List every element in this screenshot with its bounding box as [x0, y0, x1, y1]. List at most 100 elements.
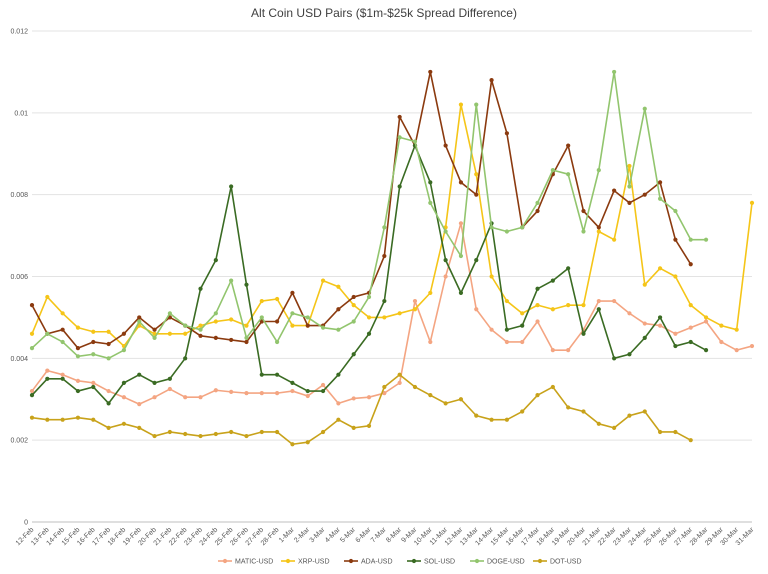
- data-point: [366, 294, 372, 300]
- x-tick-label: 4-Mar: [324, 526, 342, 544]
- legend-label: SOL-USD: [424, 559, 455, 566]
- series-dot-usd: [29, 372, 693, 447]
- data-point: [351, 303, 356, 308]
- data-point: [504, 298, 509, 304]
- data-point: [336, 307, 341, 312]
- data-point: [703, 319, 709, 324]
- data-point: [336, 401, 341, 406]
- data-point: [504, 417, 509, 422]
- data-point: [167, 376, 172, 381]
- data-point: [382, 298, 387, 304]
- data-point: [581, 409, 586, 414]
- data-point: [596, 298, 601, 304]
- data-point: [244, 282, 249, 287]
- data-point: [443, 274, 448, 279]
- legend-item: SOL-USD: [407, 559, 455, 566]
- y-tick-label: 0.006: [10, 274, 28, 281]
- data-point: [703, 348, 709, 353]
- data-point: [428, 393, 433, 398]
- data-point: [657, 266, 663, 271]
- x-tick-label: 8-Mar: [385, 526, 403, 544]
- data-point: [657, 323, 663, 328]
- data-point: [474, 307, 479, 312]
- data-point: [458, 180, 464, 185]
- data-point: [673, 208, 678, 214]
- data-point: [550, 168, 555, 173]
- data-point: [489, 327, 494, 332]
- data-point: [366, 331, 372, 336]
- data-point: [213, 319, 218, 324]
- data-point: [305, 393, 310, 399]
- data-point: [121, 331, 127, 336]
- data-point: [458, 290, 464, 295]
- data-point: [91, 417, 96, 422]
- data-point: [259, 315, 264, 320]
- data-point: [167, 331, 172, 336]
- data-point: [336, 327, 341, 332]
- data-point: [719, 323, 724, 328]
- data-point: [612, 237, 617, 242]
- data-point: [458, 253, 464, 259]
- data-point: [183, 331, 188, 336]
- data-point: [106, 329, 111, 334]
- data-point: [428, 290, 433, 295]
- data-point: [29, 393, 35, 398]
- data-point: [152, 335, 157, 340]
- data-point: [320, 278, 326, 283]
- data-point: [167, 386, 172, 392]
- x-tick-label: 6-Mar: [355, 526, 373, 544]
- legend-item: ADA-USD: [344, 559, 393, 566]
- data-point: [703, 237, 709, 242]
- x-tick-label: 31-Mar: [735, 526, 756, 547]
- data-point: [688, 237, 693, 242]
- data-point: [106, 356, 111, 361]
- data-point: [642, 409, 647, 414]
- data-point: [336, 284, 341, 289]
- data-point: [397, 114, 402, 120]
- legend-item: DOT-USD: [533, 559, 582, 566]
- data-point: [213, 335, 218, 340]
- data-point: [336, 372, 341, 377]
- data-point: [596, 225, 601, 230]
- data-point: [734, 348, 739, 353]
- data-point: [45, 417, 50, 422]
- data-point: [60, 417, 65, 422]
- data-point: [596, 307, 601, 312]
- data-point: [504, 229, 509, 234]
- data-point: [428, 180, 433, 185]
- data-point: [504, 131, 509, 136]
- data-point: [474, 258, 479, 263]
- data-point: [244, 433, 249, 439]
- data-point: [259, 298, 264, 304]
- data-point: [366, 395, 372, 400]
- data-point: [29, 331, 35, 336]
- data-point: [259, 372, 264, 377]
- data-point: [213, 311, 218, 316]
- data-point: [29, 346, 35, 351]
- x-tick-label: 3-Mar: [309, 526, 327, 544]
- data-point: [351, 396, 356, 401]
- data-point: [657, 315, 663, 320]
- data-point: [397, 135, 402, 140]
- data-point: [305, 323, 310, 328]
- data-point: [229, 317, 234, 322]
- data-point: [106, 425, 111, 430]
- legend-swatch-marker: [411, 558, 417, 564]
- data-point: [91, 384, 96, 390]
- data-point: [382, 253, 387, 259]
- data-point: [550, 307, 555, 312]
- data-point: [474, 102, 479, 107]
- legend-label: DOGE-USD: [487, 559, 525, 566]
- series-matic-usd: [29, 221, 755, 407]
- data-point: [244, 335, 249, 340]
- data-point: [627, 163, 632, 169]
- chart-title: Alt Coin USD Pairs ($1m-$25k Spread Diff…: [251, 6, 517, 20]
- data-point: [520, 311, 525, 316]
- data-point: [75, 415, 81, 420]
- data-point: [121, 421, 127, 426]
- data-point: [198, 327, 203, 332]
- data-point: [520, 339, 525, 345]
- data-point: [366, 423, 372, 428]
- data-point: [703, 315, 709, 320]
